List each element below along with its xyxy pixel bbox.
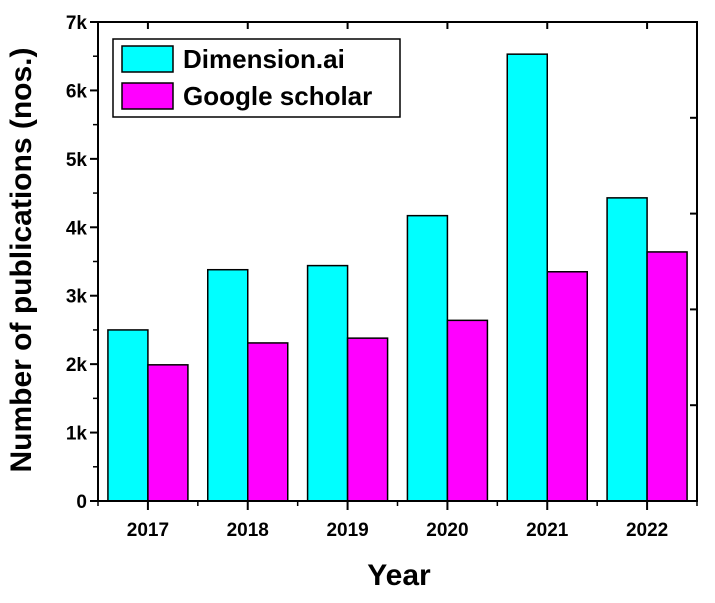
legend-swatch-google-scholar xyxy=(121,82,174,110)
x-axis-title: Year xyxy=(367,559,431,592)
y-tick-label: 7k xyxy=(66,13,88,34)
y-tick-label: 0 xyxy=(76,492,87,513)
y-axis-title: Number of publications (nos.) xyxy=(5,48,38,473)
bar-dimension-ai-2018 xyxy=(207,268,249,502)
bar-google-scholar-2018 xyxy=(247,342,289,502)
bar-google-scholar-2020 xyxy=(446,319,489,502)
x-tick-label: 2020 xyxy=(426,520,468,541)
legend: Dimension.ai Google scholar xyxy=(112,38,401,118)
legend-label-google-scholar: Google scholar xyxy=(183,81,372,111)
y-tick-label: 6k xyxy=(66,81,88,102)
y-tick-label: 5k xyxy=(66,150,88,171)
y-tick-label: 1k xyxy=(66,424,88,445)
x-tick-label: 2018 xyxy=(227,520,269,541)
axis-ticks: 2017 2018 2019 2020 2021 2022 0 1k 2k 3k 4k 5k 6k 7k xyxy=(66,13,698,541)
bar-dimension-ai-2017 xyxy=(107,329,149,502)
bar-dimension-ai-2020 xyxy=(406,214,449,502)
bar-google-scholar-2021 xyxy=(546,271,588,502)
bar-dimension-ai-2021 xyxy=(506,53,548,502)
x-tick-label: 2021 xyxy=(526,520,569,541)
bar-google-scholar-2017 xyxy=(147,364,189,502)
y-tick-label: 3k xyxy=(66,287,88,308)
y-tick-label: 4k xyxy=(66,218,88,239)
bar-google-scholar-2022 xyxy=(646,251,688,502)
legend-swatch-dimension-ai xyxy=(121,45,174,73)
legend-label-dimension-ai: Dimension.ai xyxy=(183,44,345,74)
bar-google-scholar-2019 xyxy=(346,337,389,502)
x-tick-label: 2019 xyxy=(326,520,368,541)
x-tick-label: 2017 xyxy=(127,520,169,541)
bars-group xyxy=(107,53,688,502)
bar-dimension-ai-2022 xyxy=(606,197,648,502)
y-tick-label: 2k xyxy=(66,355,88,376)
x-tick-label: 2022 xyxy=(626,520,668,541)
bar-dimension-ai-2019 xyxy=(306,264,349,502)
